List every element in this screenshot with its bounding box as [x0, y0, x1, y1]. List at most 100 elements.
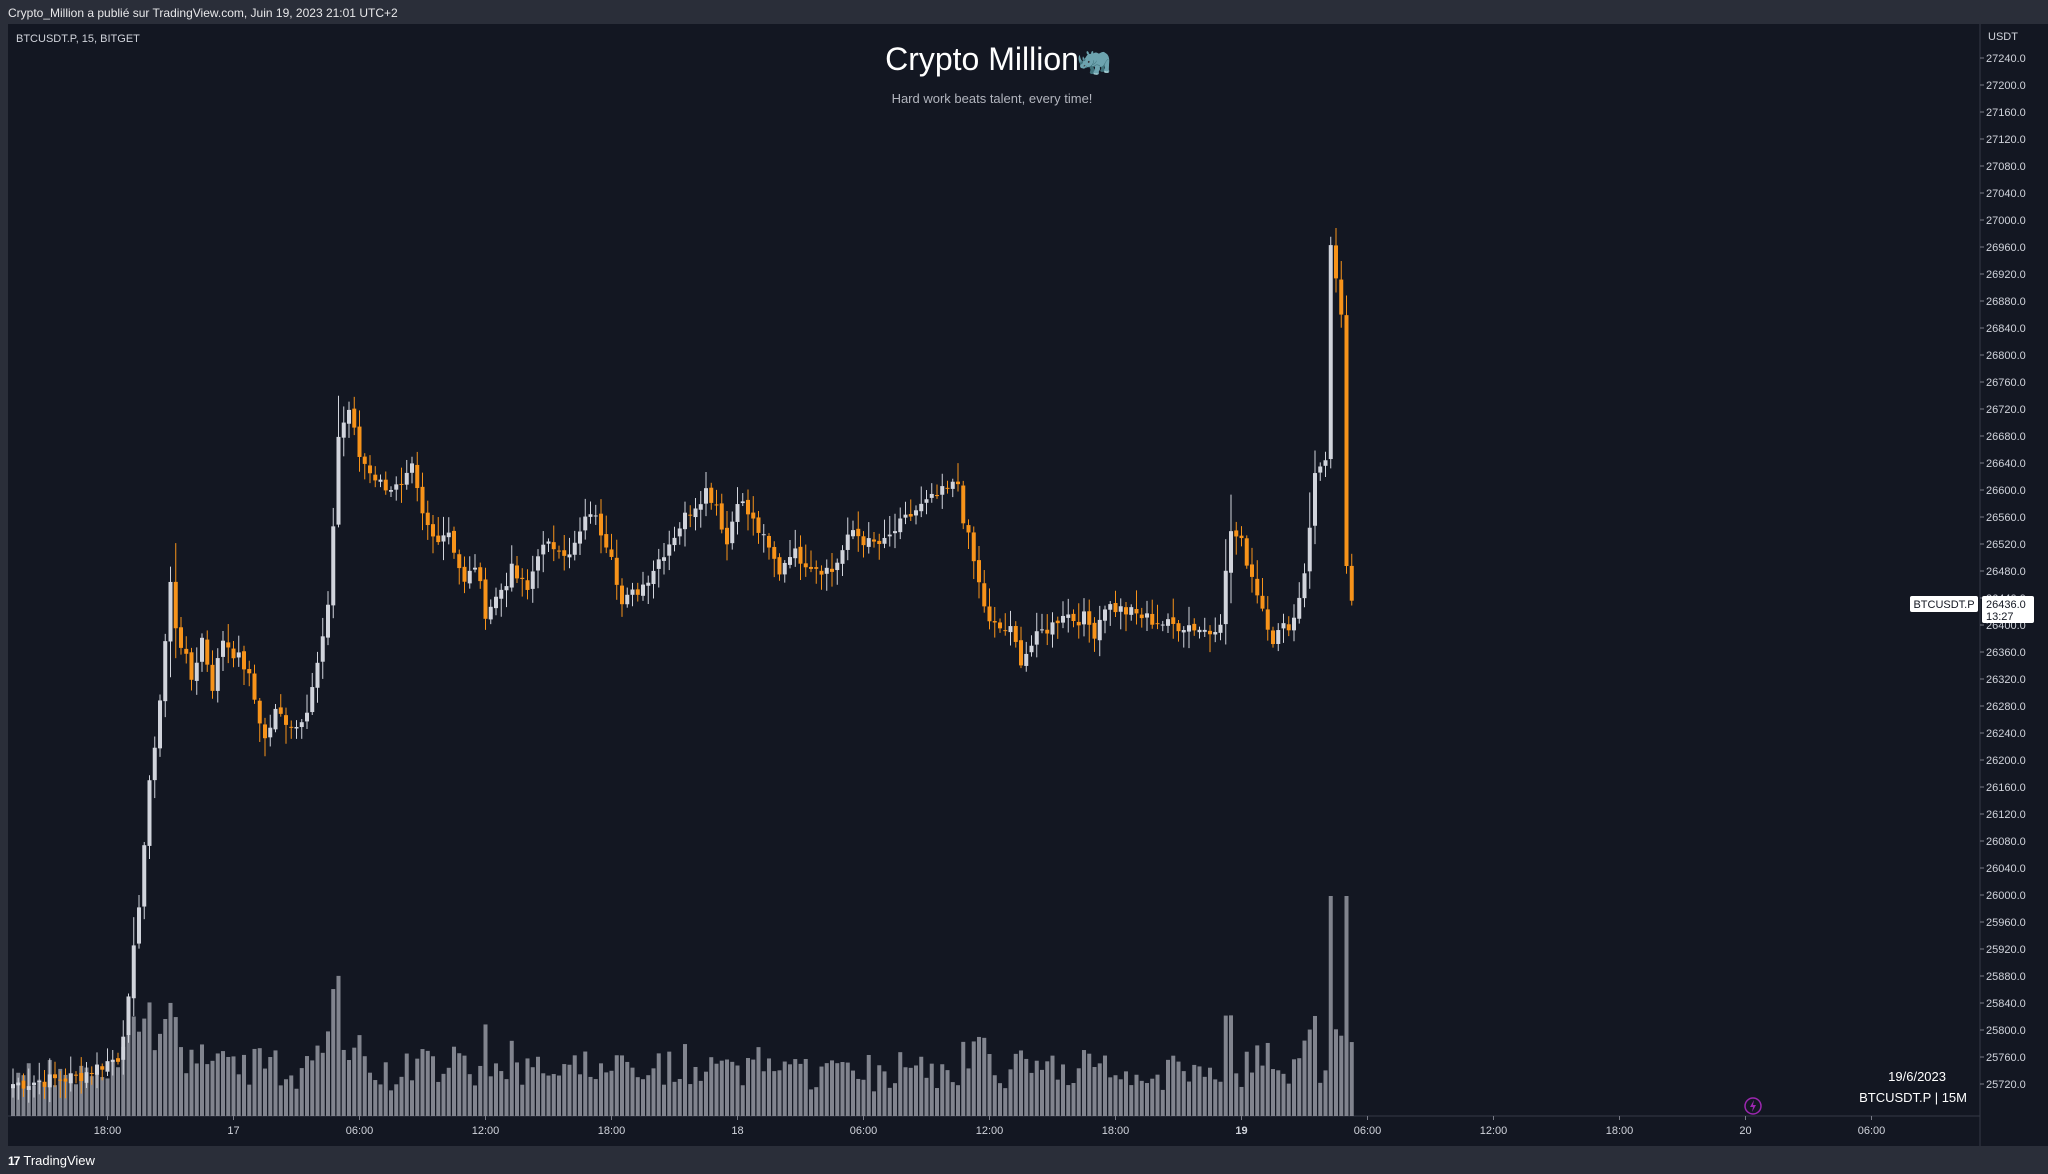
price-tick-label: 25840.0 [1986, 998, 2026, 1010]
volume-bar [903, 1067, 908, 1116]
watermark-symbol: BTCUSDT.P | 15M [1859, 1090, 1967, 1105]
candle-body [68, 1073, 73, 1084]
candle-body [74, 1074, 78, 1076]
volume-bar [693, 1066, 698, 1116]
candle-body [1255, 578, 1260, 596]
volume-bar [1271, 1069, 1275, 1116]
volume-bar [977, 1036, 981, 1116]
volume-bar [247, 1084, 252, 1116]
volume-bar [1050, 1055, 1055, 1116]
candle-body [1318, 466, 1323, 473]
candle-body [520, 577, 525, 579]
volume-bar [1087, 1053, 1092, 1116]
time-tick-label: 12:00 [1480, 1125, 1508, 1137]
candle-body [919, 503, 924, 512]
volume-bar [410, 1080, 414, 1116]
candle-body [683, 512, 687, 530]
candle-body [158, 700, 162, 749]
volume-bar [625, 1061, 630, 1116]
candle-body [1339, 279, 1344, 315]
candle-body [205, 639, 210, 665]
volume-bar [1292, 1059, 1296, 1116]
candle-body [263, 724, 267, 739]
tradingview-brand-text: TradingView [23, 1153, 95, 1168]
candle-body [1013, 626, 1018, 642]
volume-bar [404, 1053, 409, 1116]
volume-bar [672, 1081, 677, 1116]
volume-bar [1265, 1042, 1270, 1116]
candle-body [1055, 620, 1060, 624]
price-tick-label: 26960.0 [1986, 242, 2026, 254]
volume-bar [835, 1063, 840, 1116]
candle-body [89, 1072, 94, 1074]
candle-body [1034, 631, 1039, 645]
candle-body [893, 531, 897, 534]
candle-body [987, 606, 992, 622]
volume-bar [1255, 1045, 1260, 1116]
volume-bar [557, 1075, 561, 1116]
volume-bar [263, 1068, 267, 1116]
volume-bar [662, 1084, 666, 1116]
candle-body [126, 996, 131, 1036]
volume-bar [620, 1055, 624, 1116]
candle-body [1155, 623, 1160, 625]
lightning-icon[interactable] [1744, 1097, 1762, 1115]
volume-bar [452, 1046, 456, 1116]
candle-body [483, 579, 488, 619]
candle-body [1223, 570, 1228, 625]
time-tick-label: 06:00 [850, 1125, 878, 1137]
volume-bar [945, 1070, 950, 1116]
candle-body [488, 606, 493, 620]
candle-body [1307, 527, 1312, 572]
volume-bar [1055, 1079, 1060, 1116]
candle-body [767, 535, 771, 548]
volume-bar [1108, 1077, 1113, 1116]
volume-bar [457, 1053, 462, 1116]
volume-bar [478, 1065, 483, 1116]
volume-bar [1160, 1089, 1165, 1116]
volume-bar [882, 1071, 887, 1116]
candle-body [935, 495, 939, 497]
watermark-date: 19/6/2023 [1888, 1069, 1946, 1084]
candle-body [1066, 614, 1071, 618]
candle-body [882, 537, 887, 544]
volume-bar [725, 1059, 729, 1116]
candle-body [294, 726, 299, 729]
candle-body [341, 422, 346, 438]
candle-body [945, 487, 950, 489]
price-chart[interactable]: BTCUSDT.P, 15, BITGET Crypto Million 🦏 H… [0, 0, 2048, 1146]
volume-bar [331, 989, 336, 1116]
volume-bar [1171, 1055, 1176, 1116]
volume-bar [89, 1076, 94, 1116]
candle-body [914, 510, 918, 516]
candle-body [467, 570, 472, 584]
volume-bar [383, 1062, 388, 1116]
volume-bar [1349, 1042, 1354, 1116]
candle-body [662, 557, 666, 561]
tradingview-logo[interactable]: 17 TradingView [8, 1153, 95, 1168]
candle-body [499, 589, 504, 599]
candle-body [746, 499, 750, 515]
candle-body [1213, 632, 1218, 635]
candle-body [1071, 613, 1076, 621]
volume-bar [305, 1056, 309, 1116]
volume-bar [536, 1056, 540, 1116]
volume-bar [950, 1082, 955, 1116]
candle-body [609, 549, 614, 557]
volume-bar [142, 1018, 147, 1116]
candle-body [462, 566, 467, 582]
volume-bar [541, 1073, 546, 1116]
candle-body [809, 566, 813, 569]
volume-bar [1187, 1081, 1191, 1116]
volume-bar [158, 1033, 162, 1116]
volume-bar [593, 1079, 598, 1116]
candle-body [625, 594, 630, 605]
volume-bar [210, 1060, 215, 1116]
volume-bar [1202, 1076, 1207, 1116]
volume-bar [761, 1071, 766, 1116]
candle-body [1202, 629, 1207, 632]
volume-bar [914, 1065, 918, 1116]
candle-body [1229, 531, 1233, 573]
price-tag-timer: 13:27 [1986, 611, 2014, 623]
price-tick-label: 26520.0 [1986, 539, 2026, 551]
